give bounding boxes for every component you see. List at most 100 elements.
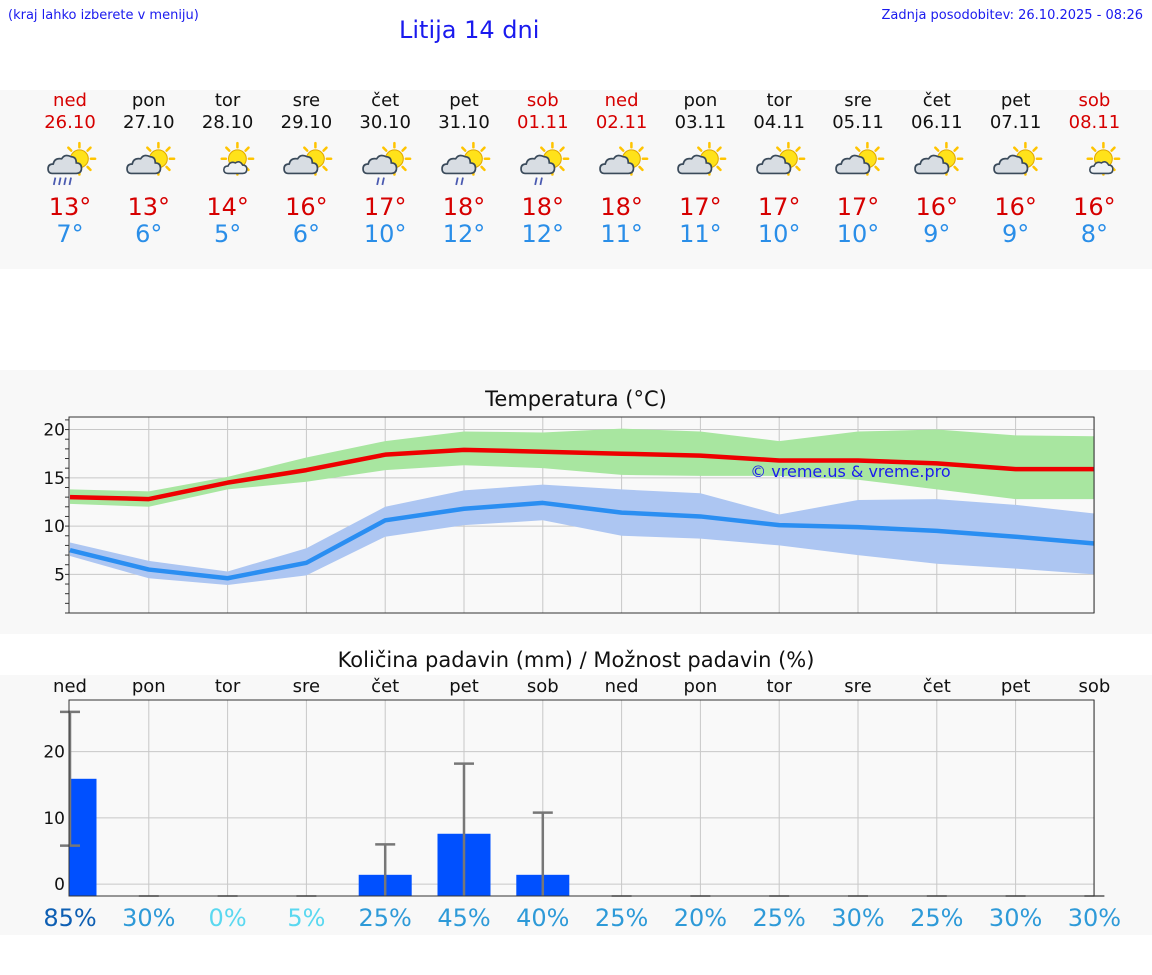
min-temperature: 10° (363, 220, 407, 248)
forecast-day: sre 05.11 17° 10° (819, 90, 897, 247)
temperature-y-tick-label: 10 (43, 517, 65, 537)
precipitation-probability-label: 5% (287, 904, 325, 932)
day-date: 29.10 (280, 112, 333, 133)
precipitation-plot-area (69, 700, 1094, 896)
max-temperature: 13° (48, 193, 92, 221)
max-temperature-range-band (70, 428, 1095, 507)
day-date: 04.11 (753, 112, 805, 133)
min-temperature: 8° (1080, 220, 1109, 248)
temperature-plot-frame (68, 416, 1095, 614)
precipitation-plot-frame (68, 699, 1095, 897)
precipitation-probability-label: 45% (437, 904, 490, 932)
min-temperature: 7° (56, 220, 84, 248)
day-name: sob (526, 90, 559, 111)
day-date: 03.11 (674, 112, 727, 133)
max-temperature-line (69, 447, 1095, 502)
max-temperature: 16° (915, 193, 959, 221)
day-name: pet (1000, 90, 1031, 111)
min-temperature: 10° (836, 220, 880, 248)
precipitation-day-label: tor (215, 676, 241, 697)
sun-cloud-icon (977, 141, 1055, 187)
precipitation-probability-label: 30% (1068, 904, 1121, 932)
day-date: 06.11 (911, 112, 963, 133)
forecast-day: čet 30.10 17° 10° (346, 90, 424, 247)
sun-cloud-icon (898, 141, 976, 187)
temperature-y-tick-label: 5 (54, 565, 65, 585)
min-temperature: 10° (757, 220, 801, 248)
precipitation-bar (69, 778, 97, 896)
sun-cloud-rain-icon (504, 141, 582, 187)
forecast-day: tor 28.10 14° 5° (189, 90, 267, 247)
precipitation-day-label: ned (605, 676, 639, 697)
forecast-day: ned 26.10 13° 7° (31, 90, 109, 247)
temperature-chart-title: Temperatura (°C) (485, 387, 667, 411)
day-name: tor (766, 90, 792, 111)
precipitation-probability-label: 25% (910, 904, 963, 932)
forecast-day: čet 06.11 16° 9° (898, 90, 976, 247)
day-name: sob (1078, 90, 1111, 111)
min-temperature: 5° (213, 220, 242, 248)
precipitation-day-label: sre (844, 676, 871, 697)
forecast-day: sob 08.11 16° 8° (1055, 90, 1133, 247)
precipitation-probability-label: 25% (359, 904, 412, 932)
precipitation-day-label: tor (766, 676, 792, 697)
precipitation-day-label: pet (1001, 676, 1031, 697)
day-name: čet (371, 90, 400, 111)
precipitation-day-label: pon (132, 676, 166, 697)
precipitation-day-label: sob (1078, 676, 1110, 697)
watermark: © vreme.us & vreme.pro (750, 462, 951, 481)
day-date: 08.11 (1068, 112, 1121, 133)
max-temperature: 16° (285, 193, 328, 221)
precipitation-probability-label: 30% (122, 904, 175, 932)
day-date: 28.10 (201, 112, 254, 133)
forecast-day: pon 03.11 17° 11° (661, 90, 739, 247)
min-temperature: 11° (600, 220, 643, 248)
min-temperature: 6° (292, 220, 321, 248)
precipitation-probability-label: 0% (209, 904, 247, 932)
precipitation-probability-label: 30% (989, 904, 1042, 932)
min-temperature: 6° (135, 220, 163, 248)
max-temperature: 16° (1073, 193, 1116, 221)
sun-small-cloud-icon (189, 141, 267, 187)
forecast-day: ned 02.11 18° 11° (583, 90, 661, 247)
temperature-y-tick-label: 20 (43, 421, 65, 441)
day-name: čet (922, 90, 951, 111)
precipitation-probability-label: 40% (516, 904, 569, 932)
max-temperature: 14° (206, 193, 249, 221)
page-title: Litija 14 dni (399, 16, 540, 44)
day-date: 31.10 (438, 112, 490, 133)
last-updated: Zadnja posodobitev: 26.10.2025 - 08:26 (881, 8, 1143, 23)
sun-cloud-heavy-rain-icon (31, 141, 109, 187)
max-temperature: 18° (600, 193, 643, 221)
precipitation-y-tick-label: 0 (54, 875, 65, 895)
max-temperature: 17° (836, 193, 880, 221)
sun-cloud-icon (267, 141, 345, 187)
precipitation-chart-title: Količina padavin (mm) / Možnost padavin … (337, 648, 815, 672)
day-date: 07.11 (989, 112, 1042, 133)
max-temperature: 18° (442, 193, 486, 221)
forecast-day: sre 29.10 16° 6° (267, 90, 345, 247)
precipitation-probability-label: 85% (43, 904, 96, 932)
min-temperature-line (69, 500, 1095, 581)
precipitation-day-label: čet (923, 676, 951, 697)
daily-forecast-strip: ned 26.10 13° 7° pon 27.10 13° 6° tor 28.10 14° 5° s… (0, 90, 1152, 269)
forecast-day: tor 04.11 17° 10° (740, 90, 818, 247)
sun-cloud-icon (110, 141, 188, 187)
precipitation-probability-label: 25% (595, 904, 648, 932)
precipitation-day-label: ned (53, 676, 87, 697)
forecast-day: pon 27.10 13° 6° (110, 90, 188, 247)
min-temperature: 12° (442, 220, 486, 248)
precipitation-probability-label: 30% (831, 904, 884, 932)
day-name: pet (449, 90, 479, 111)
precipitation-day-label: pon (683, 676, 717, 697)
day-date: 27.10 (123, 112, 175, 133)
precipitation-day-label: sob (527, 676, 559, 697)
forecast-day: sob 01.11 18° 12° (504, 90, 582, 247)
precipitation-y-tick-label: 10 (43, 809, 65, 829)
precipitation-day-label: pet (449, 676, 479, 697)
day-name: tor (214, 90, 241, 111)
day-date: 30.10 (359, 112, 411, 133)
min-temperature: 9° (923, 220, 951, 248)
max-temperature: 16° (994, 193, 1037, 221)
